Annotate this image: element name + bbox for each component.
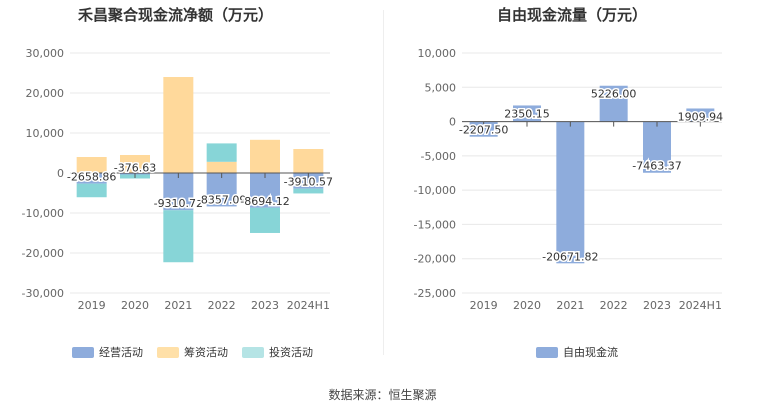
- right-chart-y-tick-label: -5,000: [421, 150, 456, 163]
- right-chart-data-label: 2350.15: [504, 107, 550, 120]
- right-chart-data-label: -7463.37: [632, 160, 681, 173]
- right-chart-x-tick-label: 2020: [513, 299, 541, 312]
- right-chart-y-tick-label: 10,000: [418, 47, 457, 60]
- left-chart-data-label: -8694.12: [240, 195, 289, 208]
- left-chart-data-label: -9310.72: [154, 197, 203, 210]
- legend-item-operating[interactable]: 经营活动: [72, 344, 143, 360]
- left-chart-bar-2024H1-series-2: [293, 188, 324, 194]
- legend-label-operating: 经营活动: [99, 346, 143, 359]
- right-chart-y-tick-label: 0: [449, 116, 456, 129]
- right-chart-y-tick-label: -20,000: [414, 253, 456, 266]
- left-chart-bar-2023-series-1: [250, 139, 280, 173]
- left-chart-plot: 30,000 20,000 10,000 0 -10,000 -20,000 -30,000…: [22, 47, 335, 312]
- legend-label-investing: 投资活动: [269, 346, 313, 359]
- left-chart-bar-2022-series-0: [206, 173, 237, 207]
- right-chart-y-tick-label: -15,000: [414, 218, 456, 231]
- right-chart-x-tick-label: 2021: [556, 299, 584, 312]
- right-chart-x-tick-label: 2024H1: [679, 299, 722, 312]
- legend-swatch-operating: [72, 346, 94, 358]
- right-chart-data-label: -20671.82: [542, 250, 598, 263]
- left-chart-bar-2021-series-0: [163, 173, 194, 211]
- legend-swatch-financing: [157, 346, 179, 358]
- left-chart-x-tick-label: 2024H1: [287, 299, 330, 312]
- right-chart-plot: 10,000 5,000 0 -5,000 -10,000 -15,000 -20,000 -…: [414, 47, 725, 312]
- right-chart-legend: 自由现金流: [536, 344, 618, 360]
- left-chart-y-tick-label: -20,000: [22, 247, 64, 260]
- right-chart-bar-2024H1-series-0: [686, 108, 715, 122]
- right-chart-bar-2023-series-0: [643, 121, 671, 173]
- left-chart-data-label: -3910.57: [284, 176, 333, 189]
- left-chart-x-tick-label: 2021: [164, 299, 192, 312]
- left-chart-bar-2019-series-0: [76, 173, 107, 184]
- right-chart-bar-2021-series-0: [556, 121, 585, 264]
- right-chart-x-tick-label: 2019: [470, 299, 498, 312]
- left-chart-y-tick-label: -30,000: [22, 287, 64, 300]
- left-chart-data-label: -2658.86: [67, 171, 116, 184]
- left-chart-bar-2021-series-1: [163, 77, 194, 173]
- right-chart-bar-2019-series-0: [469, 121, 498, 137]
- left-chart-bar-2022-series-2: [206, 143, 237, 162]
- left-chart-x-tick-label: 2019: [78, 299, 106, 312]
- right-chart-y-tick-label: -10,000: [414, 184, 456, 197]
- left-chart-bar-2022-series-1: [206, 161, 237, 173]
- right-chart-y-tick-label: -25,000: [414, 287, 456, 300]
- right-chart-data-label: 1909.94: [678, 110, 724, 123]
- right-chart-title: 自由现金流量（万元）: [497, 6, 648, 24]
- right-chart-x-tick-label: 2022: [600, 299, 628, 312]
- left-chart-bar-2020-series-1: [120, 155, 150, 173]
- left-chart-panel: 禾昌聚合现金流净额（万元） 30,000 20,000 10,000 0 -10,000…: [22, 6, 335, 360]
- source-note: 数据来源：恒生聚源: [328, 388, 437, 402]
- legend-swatch-free-cash-flow: [536, 346, 558, 358]
- left-chart-x-tick-label: 2023: [251, 299, 279, 312]
- left-chart-bar-2023-series-2: [250, 207, 280, 233]
- left-chart-bar-2019-series-2: [76, 183, 107, 198]
- right-chart-y-tick-label: 5,000: [425, 81, 457, 94]
- legend-label-free-cash-flow: 自由现金流: [563, 346, 618, 359]
- left-chart-bar-2021-series-2: [163, 210, 194, 263]
- right-chart-data-label: 5226.00: [591, 88, 637, 101]
- left-chart-y-tick-label: 0: [57, 167, 64, 180]
- panel-divider: [383, 10, 384, 355]
- left-chart-bar-2019-series-1: [76, 157, 107, 173]
- left-chart-legend: 经营活动 筹资活动 投资活动: [72, 344, 313, 360]
- left-chart-title: 禾昌聚合现金流净额（万元）: [78, 6, 274, 24]
- left-chart-y-tick-label: 20,000: [26, 87, 65, 100]
- left-chart-bar-2024H1-series-1: [293, 149, 324, 173]
- legend-item-free-cash-flow[interactable]: 自由现金流: [536, 344, 618, 360]
- left-chart-data-label: -8357.09: [197, 193, 246, 206]
- legend-item-investing[interactable]: 投资活动: [242, 344, 313, 360]
- left-chart-data-label: -376.63: [114, 162, 156, 175]
- right-chart-bar-2022-series-0: [599, 85, 628, 122]
- legend-label-financing: 筹资活动: [184, 346, 228, 359]
- right-chart-x-tick-label: 2023: [643, 299, 671, 312]
- right-chart-panel: 自由现金流量（万元） 10,000 5,000 0 -5,000 -10,000 -15,…: [383, 0, 765, 413]
- left-chart-y-tick-label: -10,000: [22, 207, 64, 220]
- left-chart-y-tick-label: 10,000: [26, 127, 65, 140]
- left-chart-y-tick-label: 30,000: [26, 47, 65, 60]
- right-chart-data-label: -2207.50: [459, 124, 508, 137]
- legend-swatch-investing: [242, 346, 264, 358]
- left-chart-bar-2024H1-series-0: [293, 173, 324, 189]
- right-chart-bar-2020-series-0: [513, 105, 541, 122]
- left-chart-bar-2023-series-0: [250, 173, 280, 208]
- left-chart-x-tick-label: 2020: [121, 299, 149, 312]
- legend-item-financing[interactable]: 筹资活动: [157, 344, 228, 360]
- left-chart-x-tick-label: 2022: [208, 299, 236, 312]
